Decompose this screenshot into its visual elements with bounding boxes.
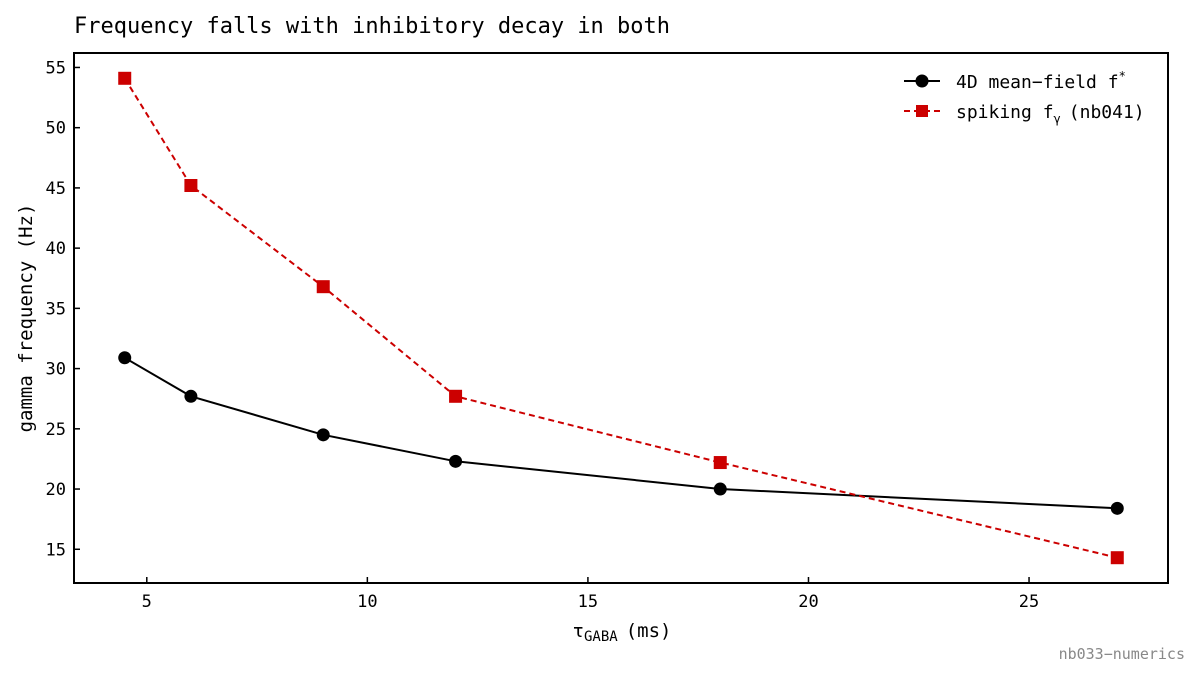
x-tick-label: 25 xyxy=(1019,592,1039,612)
y-tick-label: 50 xyxy=(46,119,66,139)
data-point-1 xyxy=(184,179,198,192)
x-axis-label-unit: (ms) xyxy=(626,620,672,642)
data-point-0 xyxy=(713,482,727,496)
legend-label-spiking-sub: γ xyxy=(1054,112,1061,126)
legend-marker-spiking xyxy=(916,105,928,117)
data-point-1 xyxy=(449,389,463,403)
legend-label-spiking-text: spiking f xyxy=(956,102,1054,123)
x-tick-label: 10 xyxy=(357,592,377,612)
data-point-1 xyxy=(1110,551,1124,565)
x-tick-label: 15 xyxy=(578,592,598,612)
data-point-1 xyxy=(316,280,330,294)
legend-label-spiking-suffix: (nb041) xyxy=(1069,102,1145,123)
x-axis-label-sub: GABA xyxy=(584,629,618,645)
x-axis-label: τGABA (ms) xyxy=(573,620,672,645)
y-tick-label: 45 xyxy=(46,179,66,199)
axis-ticks: 5 10 15 20 25 15 20 25 30 35 40 45 50 55 xyxy=(46,58,1040,612)
y-tick-label: 20 xyxy=(46,480,66,500)
x-axis-label-main: τ xyxy=(573,620,584,642)
x-tick-label: 5 xyxy=(142,592,152,612)
footer-watermark: nb033−numerics xyxy=(1059,645,1185,663)
legend-label-spiking: spiking fγ (nb041) xyxy=(956,102,1145,126)
data-point-0 xyxy=(118,351,132,365)
y-tick-label: 15 xyxy=(46,540,66,560)
data-point-1 xyxy=(713,456,727,470)
data-point-0 xyxy=(1110,501,1124,515)
series-line-1 xyxy=(123,77,1118,559)
y-axis-label: gamma frequency (Hz) xyxy=(15,204,37,433)
legend-marker-meanfield xyxy=(915,74,929,88)
y-tick-label: 40 xyxy=(46,239,66,259)
y-tick-label: 30 xyxy=(46,360,66,380)
series-layer xyxy=(118,71,1124,565)
legend: 4D mean−field f* spiking fγ (nb041) xyxy=(904,69,1145,126)
data-point-0 xyxy=(449,454,463,468)
x-tick-label: 20 xyxy=(798,592,818,612)
chart-title: Frequency falls with inhibitory decay in… xyxy=(74,14,670,39)
y-tick-label: 35 xyxy=(46,299,66,319)
legend-label-meanfield: 4D mean−field f* xyxy=(956,69,1126,93)
data-point-1 xyxy=(118,71,132,85)
y-tick-label: 25 xyxy=(46,420,66,440)
data-point-0 xyxy=(184,389,198,403)
series-line-0 xyxy=(124,356,1118,510)
y-tick-label: 55 xyxy=(46,58,66,78)
legend-label-meanfield-text: 4D mean−field f xyxy=(956,72,1119,93)
data-point-0 xyxy=(316,428,330,442)
plot-area xyxy=(73,52,1169,584)
legend-label-meanfield-sup: * xyxy=(1119,69,1126,83)
